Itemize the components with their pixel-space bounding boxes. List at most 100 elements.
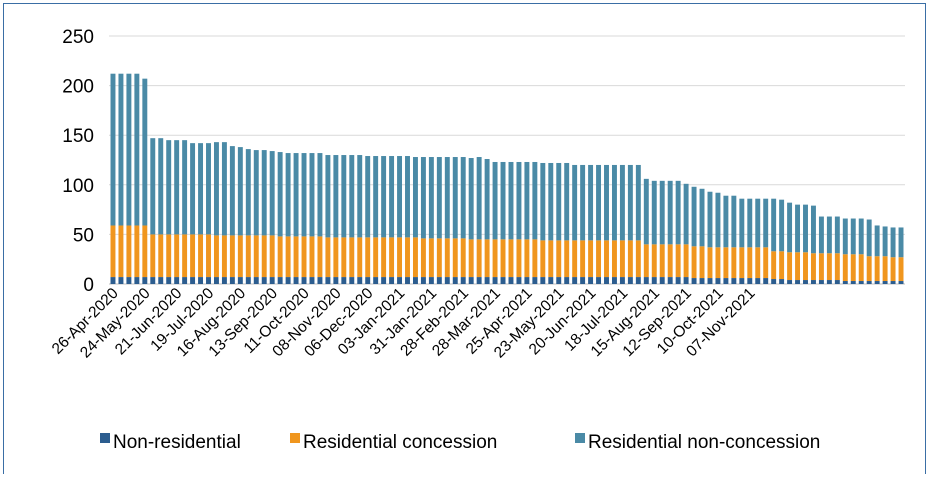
bar-segment-2-59 [580, 164, 586, 241]
bar-segment-1-17 [245, 235, 251, 278]
bar-segment-0-59 [580, 277, 586, 284]
bar-segment-0-57 [564, 277, 570, 284]
bar-segment-2-91 [834, 216, 840, 254]
bar-segment-0-49 [500, 277, 506, 284]
bar-segment-1-90 [826, 253, 832, 281]
bar-segment-0-80 [747, 278, 753, 284]
bar-segment-2-56 [556, 162, 562, 241]
bar-segment-0-23 [293, 277, 299, 284]
bar-segment-2-41 [436, 157, 442, 239]
bar-segment-2-60 [588, 164, 594, 241]
bar-segment-2-58 [572, 164, 578, 241]
bar-segment-0-14 [221, 277, 227, 284]
bar-segment-0-17 [245, 277, 251, 284]
bar-segment-0-81 [755, 278, 761, 284]
bar-segment-0-20 [269, 277, 275, 284]
bar-segment-0-86 [795, 280, 801, 284]
bar-segment-1-97 [882, 256, 888, 282]
bar-segment-2-76 [715, 192, 721, 248]
bar-segment-0-43 [452, 277, 458, 284]
bar-segment-0-33 [373, 277, 379, 284]
bar-segment-0-64 [619, 277, 625, 284]
bar-segment-2-39 [420, 157, 426, 239]
bar-segment-1-10 [190, 234, 196, 278]
bar-segment-2-90 [826, 216, 832, 254]
bar-segment-2-48 [492, 161, 498, 240]
bar-segment-0-70 [667, 277, 673, 284]
bar-segment-0-47 [484, 277, 490, 284]
bar-segment-1-35 [389, 237, 395, 278]
bar-segment-0-65 [627, 277, 633, 284]
bar-segment-2-37 [405, 156, 410, 238]
bar-segment-1-21 [277, 236, 283, 278]
bar-segment-1-57 [564, 240, 570, 278]
bar-segment-2-71 [675, 180, 681, 245]
bar-segment-1-70 [667, 244, 673, 278]
y-tick-label: 0 [83, 275, 94, 296]
legend-label-residential-concession: Residential concession [303, 432, 497, 453]
bar-segment-0-8 [174, 277, 180, 284]
bar-segment-2-49 [500, 161, 506, 240]
bar-segment-0-26 [317, 277, 323, 284]
y-tick-label: 50 [73, 225, 94, 246]
bar-segment-1-72 [683, 244, 689, 278]
bar-segment-2-24 [301, 153, 307, 237]
legend-swatch-residential-non-concession [575, 433, 585, 443]
bar-segment-2-87 [803, 204, 808, 253]
bar-segment-2-4 [142, 78, 148, 226]
bar-segment-2-15 [229, 146, 235, 236]
bar-segment-2-8 [174, 140, 180, 235]
bar-segment-1-34 [381, 237, 387, 278]
bar-segment-0-4 [142, 277, 148, 284]
bar-segment-2-5 [150, 138, 156, 235]
bar-segment-2-19 [261, 150, 267, 236]
bar-segment-1-51 [516, 239, 522, 278]
bar-segment-1-86 [795, 252, 801, 281]
bar-segment-1-61 [596, 240, 602, 278]
bars [110, 73, 904, 284]
bar-segment-1-1 [118, 225, 124, 278]
bar-segment-0-48 [492, 277, 498, 284]
bar-segment-2-7 [166, 140, 172, 235]
bar-segment-2-61 [596, 164, 602, 241]
bar-segment-2-78 [731, 195, 737, 248]
bar-segment-1-93 [850, 254, 856, 282]
bar-segment-1-28 [333, 237, 339, 278]
bar-segment-0-96 [874, 281, 880, 284]
bar-segment-2-65 [627, 164, 633, 241]
bar-segment-1-95 [866, 256, 872, 282]
bar-segment-0-45 [468, 277, 474, 284]
bar-segment-0-16 [237, 277, 243, 284]
bar-segment-0-94 [858, 281, 864, 284]
bar-segment-0-84 [779, 279, 785, 284]
bar-segment-0-99 [898, 281, 904, 284]
bar-segment-0-55 [548, 277, 554, 284]
bar-segment-0-51 [516, 277, 522, 284]
bar-segment-0-90 [826, 280, 832, 284]
bar-segment-1-36 [397, 237, 403, 278]
bar-segment-2-68 [651, 180, 657, 245]
bar-segment-0-34 [381, 277, 387, 284]
bar-segment-0-93 [850, 281, 856, 284]
bar-segment-0-50 [508, 277, 514, 284]
bar-segment-2-94 [858, 218, 864, 255]
bar-segment-1-85 [787, 252, 793, 281]
bar-segment-2-50 [508, 161, 514, 240]
bar-segment-1-29 [341, 237, 347, 278]
bar-segment-0-11 [198, 277, 204, 284]
bar-segment-2-80 [747, 198, 753, 248]
bar-segment-2-42 [444, 157, 450, 239]
bar-segment-1-37 [405, 237, 410, 278]
bar-segment-0-19 [261, 277, 267, 284]
y-axis: 0 50 100 150 200 250 [62, 27, 94, 296]
bar-segment-0-91 [834, 280, 840, 284]
bar-segment-2-13 [213, 142, 219, 236]
bar-segment-0-15 [229, 277, 235, 284]
bar-segment-0-61 [596, 277, 602, 284]
bar-segment-1-88 [810, 253, 816, 281]
bar-segment-1-62 [604, 240, 609, 278]
bar-segment-0-87 [803, 280, 808, 284]
bar-segment-0-22 [285, 277, 291, 284]
bar-segment-1-12 [206, 234, 211, 278]
